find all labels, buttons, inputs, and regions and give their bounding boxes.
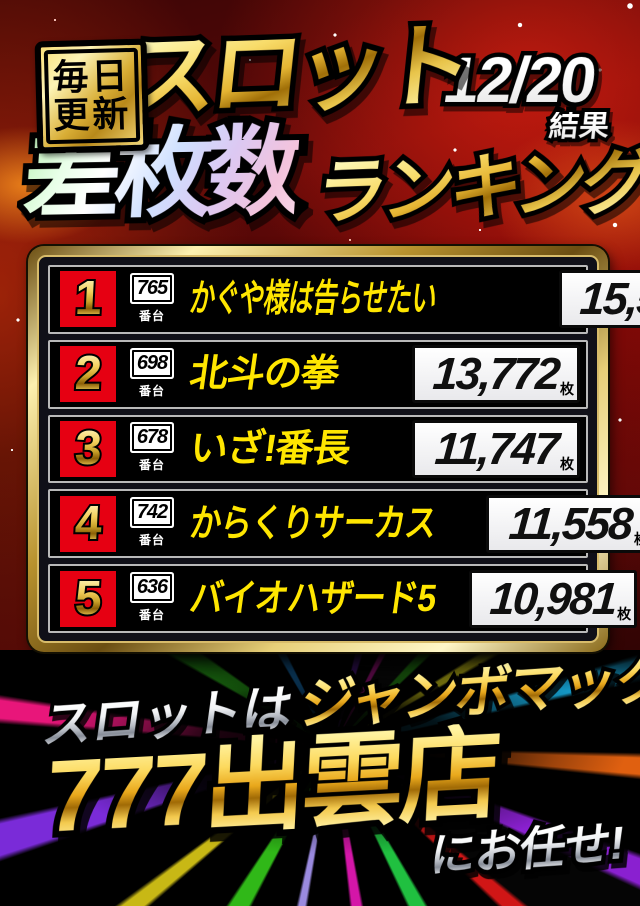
ranking-title: ランキング ランキング — [306, 137, 640, 239]
machine-number: 698 — [131, 349, 173, 377]
count-unit-label: 枚 — [560, 455, 574, 472]
rank-badge: 55 — [60, 570, 116, 627]
diff-count: 11,558 — [507, 497, 633, 549]
machine-name: いざ!番長 いざ!番長 — [184, 425, 356, 473]
machine-name: 北斗の拳 北斗の拳 — [184, 350, 344, 398]
machine-unit-label: 番台 — [138, 308, 165, 323]
store-ad-footer: スロットはスロットは ジャンボマックスジャンボマックス 777出雲店777出雲店… — [0, 650, 640, 906]
machine-unit-label: 番台 — [138, 383, 165, 398]
count-unit-label: 枚 — [634, 529, 640, 549]
badge-line2: 更新 — [52, 92, 133, 137]
machine-number: 678 — [131, 424, 173, 452]
diff-count: 11,747 — [433, 422, 559, 474]
diff-count-box: 13,772 枚 — [412, 345, 580, 404]
rank-badge: 22 — [60, 345, 116, 403]
diff-count: 13,772 — [431, 348, 561, 400]
rank-number: 3 — [73, 421, 103, 475]
count-unit-label: 枚 — [560, 381, 574, 398]
daily-update-badge: 毎日 更新 — [34, 38, 150, 154]
ad-tagline: にお任せ!にお任せ! — [423, 811, 631, 886]
machine-name: からくりサーカス からくりサーカス — [184, 500, 441, 547]
daily-update-badge-inner: 毎日 更新 — [43, 47, 141, 145]
rank-badge: 33 — [60, 420, 116, 477]
diff-count: 15,548 — [578, 273, 640, 325]
machine-number: 742 — [131, 499, 173, 527]
machine-number-block: 742 番台 — [124, 499, 180, 548]
machine-number-block: 636 番台 — [124, 574, 180, 623]
machine-number-block: 698 番台 — [124, 349, 180, 399]
machine-unit-label: 番台 — [138, 608, 165, 623]
machine-number-block: 765 番台 — [124, 274, 180, 324]
diff-count-box: 11,747 枚 — [412, 419, 580, 478]
badge-line1: 毎日 — [51, 55, 132, 99]
count-unit-label: 枚 — [617, 605, 632, 622]
rank-number: 5 — [73, 571, 103, 625]
rank-badge: 11 — [60, 270, 116, 328]
machine-name: バイオハザード5 バイオハザード5 — [184, 575, 441, 623]
machine-number: 765 — [131, 274, 173, 302]
diff-count-box: 10,981 枚 — [469, 569, 638, 628]
machine-unit-label: 番台 — [138, 533, 165, 548]
rank-number: 2 — [73, 347, 103, 401]
diff-count-box: 11,558 枚 — [486, 494, 640, 553]
machine-number-block: 678 番台 — [124, 424, 180, 473]
machine-number: 636 — [131, 574, 173, 602]
machine-name: かぐや様は告らせたい かぐや様は告らせたい — [185, 276, 442, 323]
result-label: 結果 結果 — [544, 107, 614, 147]
starburst-background — [0, 650, 640, 906]
diff-count: 10,981 — [488, 572, 618, 624]
machine-unit-label: 番台 — [138, 458, 165, 473]
rank-number: 1 — [73, 272, 103, 326]
page-title: スロット スロット — [115, 9, 477, 134]
rank-badge: 44 — [60, 495, 116, 552]
diff-count-box: 15,548 枚 — [559, 270, 640, 329]
rank-number: 4 — [73, 496, 103, 550]
